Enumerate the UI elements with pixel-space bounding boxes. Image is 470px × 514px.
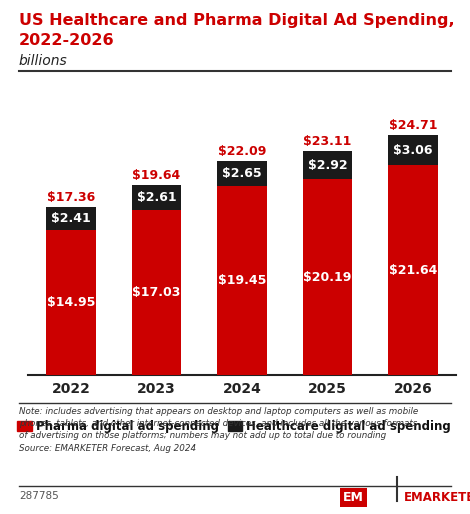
Text: $2.41: $2.41 — [51, 212, 91, 225]
Bar — [388, 165, 438, 375]
Bar — [303, 179, 352, 375]
Text: $3.06: $3.06 — [393, 144, 433, 157]
Text: $14.95: $14.95 — [47, 296, 95, 309]
Bar — [46, 207, 96, 230]
Text: EMARKETER: EMARKETER — [404, 491, 470, 504]
Bar — [388, 135, 438, 165]
Text: $19.45: $19.45 — [218, 274, 266, 287]
Text: $17.03: $17.03 — [133, 286, 180, 299]
Text: $24.71: $24.71 — [389, 119, 438, 133]
Text: $2.65: $2.65 — [222, 167, 262, 180]
Bar — [217, 161, 267, 187]
Bar — [132, 210, 181, 375]
Text: US Healthcare and Pharma Digital Ad Spending,: US Healthcare and Pharma Digital Ad Spen… — [19, 13, 454, 28]
Text: $2.92: $2.92 — [308, 158, 347, 172]
Bar — [217, 187, 267, 375]
Bar — [46, 230, 96, 375]
Legend: Pharma digital ad spending, Healthcare digital ad spending: Pharma digital ad spending, Healthcare d… — [13, 415, 456, 437]
Text: $22.09: $22.09 — [218, 145, 266, 158]
Text: Note: includes advertising that appears on desktop and laptop computers as well : Note: includes advertising that appears … — [19, 407, 418, 452]
Text: 2022-2026: 2022-2026 — [19, 33, 114, 48]
Text: $19.64: $19.64 — [133, 169, 180, 181]
Text: billions: billions — [19, 54, 68, 68]
Text: $21.64: $21.64 — [389, 264, 437, 277]
Bar — [132, 185, 181, 210]
Text: $20.19: $20.19 — [304, 271, 352, 284]
Text: $23.11: $23.11 — [304, 135, 352, 148]
Text: EM: EM — [343, 491, 364, 504]
Text: $17.36: $17.36 — [47, 191, 95, 204]
Text: 287785: 287785 — [19, 491, 59, 501]
Text: $2.61: $2.61 — [137, 191, 176, 204]
Bar — [303, 151, 352, 179]
